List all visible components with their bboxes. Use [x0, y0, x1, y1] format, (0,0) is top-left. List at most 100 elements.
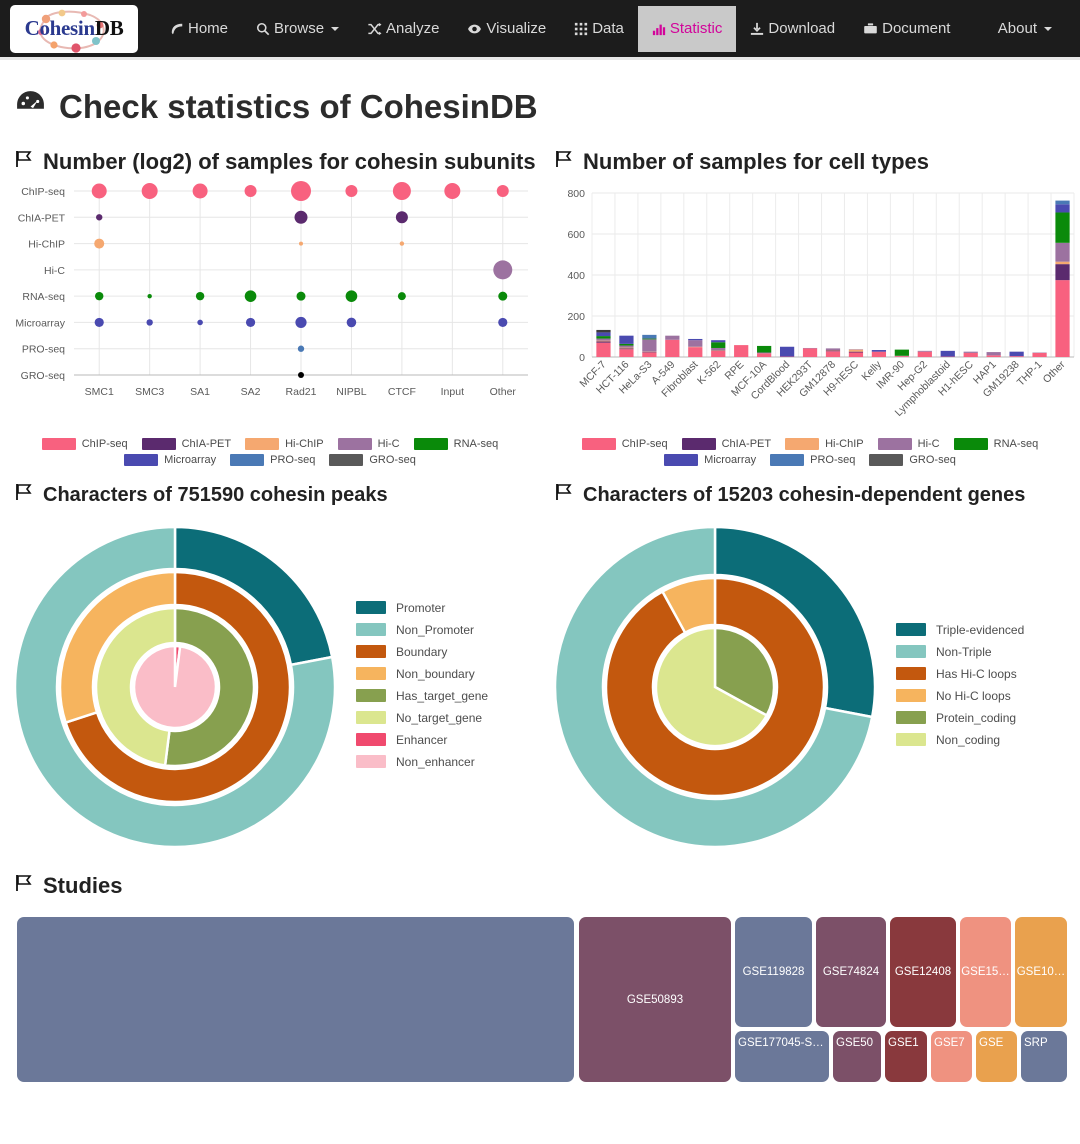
genes-sunburst-svg[interactable] — [540, 512, 890, 857]
sunburst-slice[interactable] — [654, 626, 769, 748]
bar-segment[interactable] — [986, 352, 1001, 356]
bubble-point[interactable] — [496, 185, 509, 197]
bubble-chart-svg[interactable]: ChIP-seq ChIA-PET Hi-ChIP Hi-C RNA-seq Microa… — [0, 179, 540, 434]
bar-segment[interactable] — [1055, 212, 1070, 243]
bar-segment[interactable] — [619, 335, 634, 344]
legend-item[interactable]: Microarray — [664, 454, 756, 466]
bar-segment[interactable] — [642, 339, 657, 352]
legend-item[interactable]: ChIA-PET — [141, 438, 231, 450]
bar-segment[interactable] — [596, 332, 611, 337]
bar-segment[interactable] — [665, 339, 680, 357]
bubble-point[interactable] — [295, 316, 307, 329]
treemap-tile[interactable]: GSE15… — [960, 917, 1011, 1027]
bar-segment[interactable] — [596, 336, 611, 339]
legend-item[interactable]: No Hi-C loops — [896, 689, 1024, 703]
bubble-point[interactable] — [498, 317, 508, 328]
treemap-tile[interactable]: GSE74824 — [816, 917, 886, 1027]
bubble-point[interactable] — [95, 291, 104, 301]
bar-segment[interactable] — [596, 340, 611, 342]
bubble-point[interactable] — [197, 319, 203, 326]
legend-item[interactable]: Triple-evidenced — [896, 623, 1024, 637]
bar-segment[interactable] — [1055, 264, 1070, 281]
bubble-point[interactable] — [192, 183, 208, 199]
bar-segment[interactable] — [986, 355, 1001, 357]
bar-segment[interactable] — [1009, 351, 1024, 357]
nav-item-data[interactable]: Data — [560, 6, 638, 52]
bar-segment[interactable] — [711, 340, 726, 343]
bar-segment[interactable] — [734, 345, 749, 357]
bubble-point[interactable] — [94, 317, 104, 328]
bubble-point[interactable] — [294, 210, 308, 224]
bar-segment[interactable] — [688, 347, 703, 357]
nav-item-download[interactable]: Download — [736, 6, 849, 52]
legend-item[interactable]: Protein_coding — [896, 711, 1024, 725]
bar-segment[interactable] — [1055, 204, 1070, 213]
sunburst-slice[interactable] — [163, 606, 256, 768]
treemap-tile[interactable]: GSE50 — [833, 1031, 881, 1082]
bar-segment[interactable] — [665, 335, 680, 340]
bubble-point[interactable] — [146, 319, 153, 326]
bar-segment[interactable] — [757, 352, 772, 354]
bar-segment[interactable] — [1032, 352, 1047, 357]
legend-item[interactable]: Hi-C — [337, 438, 400, 450]
bubble-point[interactable] — [399, 241, 405, 246]
legend-item[interactable]: Microarray — [124, 454, 216, 466]
nav-item-statistic[interactable]: Statistic — [637, 5, 737, 52]
bar-segment[interactable] — [825, 350, 841, 352]
bar-segment[interactable] — [757, 353, 772, 357]
bar-segment[interactable] — [711, 347, 726, 351]
legend-item[interactable]: GRO-seq — [869, 454, 956, 466]
bar-segment[interactable] — [596, 329, 611, 333]
nav-item-visualize[interactable]: Visualize — [453, 6, 560, 52]
bubble-point[interactable] — [244, 290, 257, 302]
legend-item[interactable]: ChIP-seq — [41, 438, 128, 450]
treemap-tile[interactable]: GSE12408 — [890, 917, 956, 1027]
legend-item[interactable]: Non_coding — [896, 733, 1024, 747]
legend-item[interactable]: PRO-seq — [230, 454, 315, 466]
sunburst-slice[interactable] — [660, 576, 717, 635]
bar-segment[interactable] — [1009, 356, 1024, 357]
bar-segment[interactable] — [619, 343, 634, 346]
bubble-point[interactable] — [493, 260, 513, 280]
treemap-tile[interactable]: GSE7 — [931, 1031, 972, 1082]
bar-segment[interactable] — [848, 349, 864, 352]
legend-item[interactable]: Non-Triple — [896, 645, 1024, 659]
bar-segment[interactable] — [825, 348, 841, 351]
bubble-point[interactable] — [94, 238, 105, 249]
bubble-point[interactable] — [141, 183, 158, 199]
bar-segment[interactable] — [1055, 200, 1070, 205]
bar-chart-area[interactable]: 0 200 400 600 800 MCF-7 HCT-116 HeLa-S3 A-549 Fib… — [540, 179, 1080, 434]
legend-item[interactable]: ChIP-seq — [581, 438, 668, 450]
nav-item-home[interactable]: Home — [156, 6, 242, 52]
treemap-tile[interactable]: GSE50893 — [579, 917, 731, 1082]
bar-segment[interactable] — [642, 352, 657, 357]
bubble-point[interactable] — [397, 292, 406, 301]
bar-segment[interactable] — [848, 352, 864, 357]
legend-item[interactable]: Hi-ChIP — [785, 438, 864, 450]
bar-segment[interactable] — [825, 351, 841, 357]
bar-segment[interactable] — [871, 350, 887, 352]
bubble-point[interactable] — [298, 372, 304, 378]
treemap-tile[interactable]: GSE — [976, 1031, 1017, 1082]
bubble-point[interactable] — [195, 291, 205, 301]
sunburst-slice[interactable] — [132, 644, 218, 730]
legend-item[interactable]: Has_target_gene — [356, 689, 488, 703]
bar-segment[interactable] — [871, 351, 887, 357]
legend-item[interactable]: RNA-seq — [953, 438, 1038, 450]
bubble-point[interactable] — [147, 293, 152, 299]
bar-segment[interactable] — [619, 348, 634, 350]
legend-item[interactable]: Non_boundary — [356, 667, 488, 681]
bar-segment[interactable] — [940, 350, 955, 357]
bar-segment[interactable] — [711, 350, 726, 357]
bubble-point[interactable] — [244, 185, 257, 197]
treemap-tile[interactable] — [17, 917, 574, 1082]
treemap-tile[interactable]: GSE1 — [885, 1031, 927, 1082]
legend-item[interactable]: Enhancer — [356, 733, 488, 747]
sunburst-slice[interactable] — [13, 525, 337, 849]
legend-item[interactable]: Non_enhancer — [356, 755, 488, 769]
studies-treemap[interactable]: GSE50893 GSE119828 GSE74824 GSE12408 GSE15… G… — [17, 917, 1067, 1082]
legend-item[interactable]: Promoter — [356, 601, 488, 615]
bar-segment[interactable] — [596, 342, 611, 357]
legend-item[interactable]: ChIA-PET — [681, 438, 771, 450]
bubble-point[interactable] — [498, 291, 508, 301]
